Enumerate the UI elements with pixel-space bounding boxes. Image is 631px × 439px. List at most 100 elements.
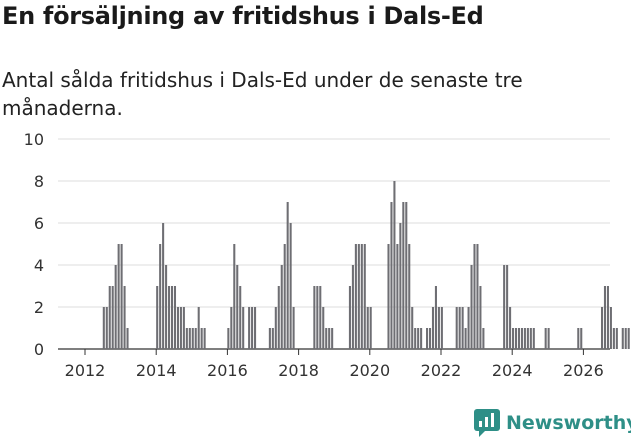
bar <box>233 244 236 349</box>
bar <box>426 328 429 349</box>
bar <box>544 328 547 349</box>
bar <box>621 328 624 349</box>
bar <box>514 328 518 349</box>
bar <box>162 223 165 349</box>
chart-title: En försäljning av fritidshus i Dals-Ed <box>2 2 484 30</box>
bar <box>313 286 316 349</box>
bar <box>242 307 245 349</box>
bar <box>405 202 408 349</box>
bar <box>526 328 529 349</box>
bar <box>470 265 473 349</box>
bar <box>348 286 351 349</box>
bar <box>277 286 280 349</box>
bar <box>289 223 292 349</box>
grid-lines <box>58 138 610 350</box>
x-tick-label: 2012 <box>65 361 106 380</box>
bar <box>292 307 295 349</box>
bar <box>357 244 360 349</box>
bar <box>603 286 607 349</box>
bar <box>194 328 197 349</box>
bar <box>532 328 535 349</box>
bar <box>615 328 618 349</box>
bar <box>408 244 411 349</box>
bar <box>197 307 200 349</box>
bar <box>387 244 390 349</box>
bar <box>117 244 120 349</box>
chart-subtitle: Antal sålda fritidshus i Dals-Ed under d… <box>2 68 523 120</box>
bar <box>328 328 331 349</box>
bar <box>479 286 482 349</box>
newsworthy-logo-text: Newsworthy <box>506 412 631 434</box>
bar <box>390 202 393 349</box>
bar <box>351 265 354 349</box>
x-tick-label: 2014 <box>136 361 177 380</box>
bar <box>191 328 194 349</box>
bar <box>580 328 583 349</box>
bar <box>473 244 476 349</box>
y-tick-label: 6 <box>34 214 44 233</box>
bar <box>251 307 254 349</box>
bar <box>176 307 179 349</box>
bar <box>476 244 479 349</box>
bar <box>506 265 509 349</box>
bar <box>523 328 526 349</box>
newsworthy-logo: Newsworthy <box>474 408 631 438</box>
bar <box>606 286 609 349</box>
x-tick-label: 2024 <box>492 361 533 380</box>
x-axis-ticks: 2012 2014 2016 2018 2020 2022 2024 2026 <box>65 349 604 380</box>
bar <box>239 286 242 349</box>
bar <box>577 328 580 349</box>
bar <box>123 286 126 349</box>
bar <box>369 307 372 349</box>
x-tick-label: 2016 <box>207 361 248 380</box>
bar <box>108 286 111 349</box>
bar <box>414 328 417 349</box>
bar <box>230 307 233 349</box>
bar <box>254 307 257 349</box>
bar <box>434 286 437 349</box>
bar <box>236 265 239 349</box>
bar <box>227 328 230 349</box>
bar <box>179 307 182 349</box>
bar <box>156 286 159 349</box>
bar <box>360 244 363 349</box>
bar <box>325 328 328 349</box>
y-tick-label: 0 <box>34 340 44 359</box>
bar <box>165 265 168 349</box>
bar <box>159 244 162 349</box>
y-tick-label: 8 <box>34 172 44 191</box>
y-tick-label: 10 <box>24 130 44 149</box>
x-tick-label: 2020 <box>349 361 390 380</box>
bar <box>455 307 458 349</box>
bar <box>126 328 129 349</box>
bar <box>512 328 515 349</box>
bar <box>102 307 105 349</box>
bar <box>168 286 171 349</box>
x-tick-label: 2022 <box>421 361 462 380</box>
bar <box>458 307 461 349</box>
x-tick-label: 2018 <box>278 361 319 380</box>
y-axis-ticks: 0 2 4 6 8 10 <box>24 130 44 359</box>
bar <box>170 286 174 349</box>
bar <box>322 307 325 349</box>
bar <box>464 328 467 349</box>
bar <box>274 307 277 349</box>
bar <box>428 328 432 349</box>
bar <box>111 286 114 349</box>
bar <box>509 307 512 349</box>
bar <box>627 328 630 349</box>
bar <box>417 328 420 349</box>
bar <box>248 307 251 349</box>
bar <box>188 328 191 349</box>
bar <box>203 328 206 349</box>
bar <box>402 202 405 349</box>
bar <box>411 307 414 349</box>
bar <box>399 223 402 349</box>
bar <box>316 286 319 349</box>
bar <box>547 328 550 349</box>
y-tick-label: 2 <box>34 298 44 317</box>
bar <box>431 307 435 349</box>
bar <box>529 328 532 349</box>
bar <box>319 286 322 349</box>
